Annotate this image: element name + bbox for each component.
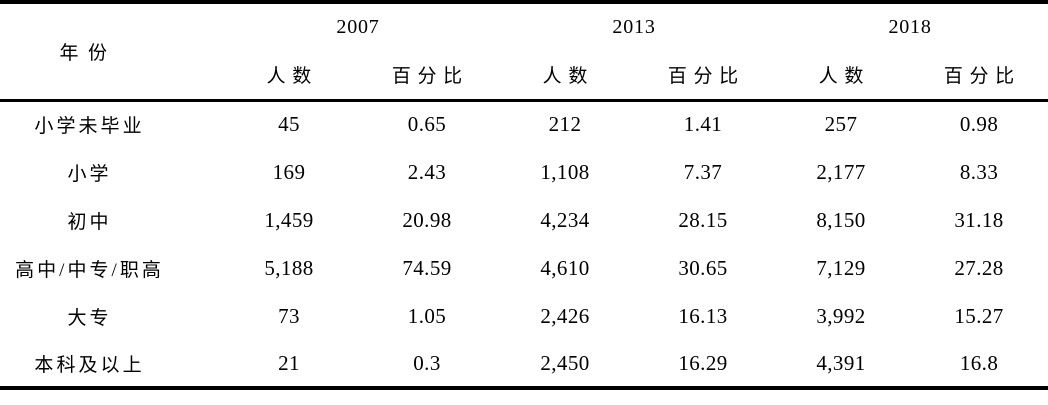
table-row: 小学未毕业 45 0.65 212 1.41 257 0.98: [0, 100, 1048, 148]
col-header-count-2007: 人数: [220, 51, 358, 102]
cell: 16.8: [959, 350, 999, 375]
cell: 212: [548, 112, 582, 137]
col-header-percent-2013: 百分比: [634, 51, 773, 102]
year-header-2007: 2007: [336, 16, 380, 38]
cell: 2,177: [816, 159, 866, 184]
cell: 2,450: [540, 350, 590, 375]
cell: 1.05: [407, 303, 447, 328]
cell: 74.59: [402, 255, 452, 280]
table-row: 小学 169 2.43 1,108 7.37 2,177 8.33: [0, 148, 1048, 196]
cell: 3,992: [816, 303, 866, 328]
year-header-2018: 2018: [888, 16, 932, 38]
row-label: 小学: [67, 163, 112, 185]
cell: 16.13: [678, 303, 728, 328]
cell: 45: [278, 112, 300, 137]
table-row: 本科及以上 21 0.3 2,450 16.29 4,391 16.8: [0, 340, 1048, 388]
col-header-count-2018: 人数: [772, 51, 911, 102]
cell: 15.27: [954, 303, 1004, 328]
cell: 73: [278, 303, 300, 328]
cell: 16.29: [678, 350, 728, 375]
cell: 1,108: [540, 159, 590, 184]
cell: 7,129: [816, 255, 866, 280]
cell: 4,391: [816, 350, 866, 375]
cell: 21: [278, 350, 300, 375]
cell: 257: [824, 112, 858, 137]
col-header-count-2013: 人数: [496, 51, 635, 102]
cell: 31.18: [954, 207, 1004, 232]
year-header-2013: 2013: [612, 16, 656, 38]
cell: 28.15: [678, 207, 728, 232]
cell: 8.33: [959, 159, 999, 184]
row-label: 小学未毕业: [34, 116, 145, 138]
cell: 1.41: [683, 112, 723, 137]
subheader-row: 人数 百分比 人数 百分比 人数 百分比: [0, 51, 1048, 102]
cell: 4,234: [540, 207, 590, 232]
table-row: 初中 1,459 20.98 4,234 28.15 8,150 31.18: [0, 196, 1048, 244]
col-header-percent-2018: 百分比: [910, 51, 1048, 102]
row-label: 本科及以上: [34, 354, 145, 376]
row-label: 大专: [67, 307, 112, 329]
cell: 0.65: [407, 112, 447, 137]
row-label: 初中: [67, 211, 112, 233]
cell: 5,188: [264, 255, 314, 280]
cell: 1,459: [264, 207, 314, 232]
year-header-row: 年份 2007 2013 2018: [0, 2, 1048, 102]
cell: 169: [272, 159, 306, 184]
cell: 27.28: [954, 255, 1004, 280]
row-label: 高中/中专/职高: [15, 259, 164, 281]
cell: 30.65: [678, 255, 728, 280]
cell: 7.37: [683, 159, 723, 184]
table-row: 大专 73 1.05 2,426 16.13 3,992 15.27: [0, 292, 1048, 340]
cell: 4,610: [540, 255, 590, 280]
education-attainment-table: 年份 2007 2013 2018 人数 百分比 人数 百分比 人数 百分比 小…: [0, 0, 1048, 390]
cell: 2,426: [540, 303, 590, 328]
cell: 20.98: [402, 207, 452, 232]
cell: 0.98: [959, 112, 999, 137]
cell: 0.3: [413, 350, 441, 375]
cell: 8,150: [816, 207, 866, 232]
table-row: 高中/中专/职高 5,188 74.59 4,610 30.65 7,129 2…: [0, 244, 1048, 292]
corner-label-year: 年份: [0, 2, 220, 102]
col-header-percent-2007: 百分比: [358, 51, 497, 102]
cell: 2.43: [407, 159, 447, 184]
